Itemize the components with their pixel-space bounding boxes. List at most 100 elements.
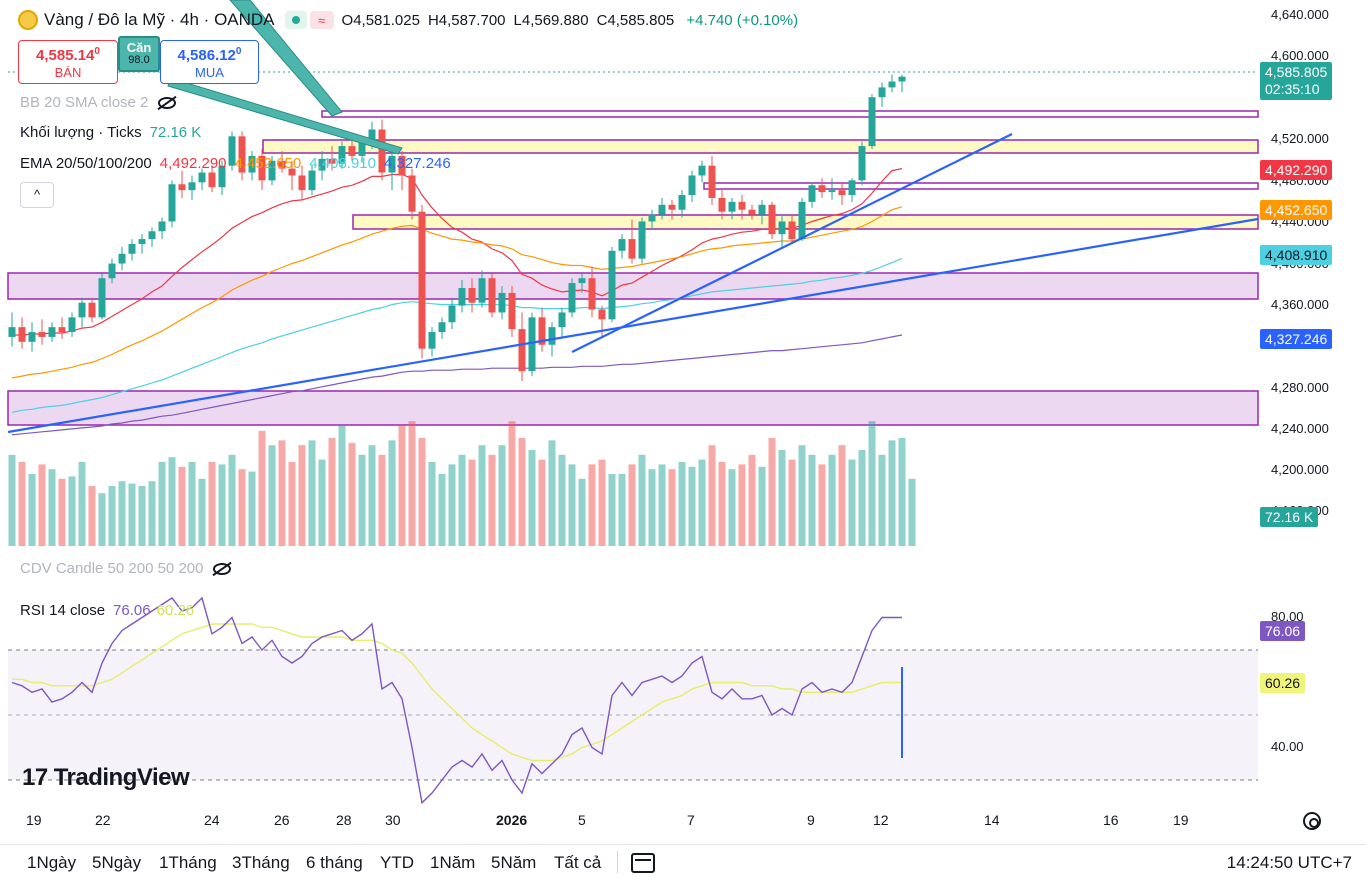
range-1d-button[interactable]: 1Ngày <box>27 853 77 872</box>
candle-body <box>588 278 596 310</box>
candle-body <box>78 302 86 318</box>
volume-bar <box>738 464 746 546</box>
volume-bar <box>828 454 836 546</box>
price-tick: 4,360.000 <box>1271 297 1329 312</box>
volume-bar <box>158 462 166 546</box>
candle-body <box>548 327 556 345</box>
volume-bar <box>348 442 356 546</box>
candle-body <box>708 165 716 198</box>
volume-bar <box>8 454 16 546</box>
ema50-legend-value: 4,452.650 <box>234 155 302 172</box>
range-ytd-button[interactable]: YTD <box>380 853 414 872</box>
volume-bar <box>658 464 666 546</box>
hidden-eye-icon[interactable] <box>213 562 232 575</box>
ema-legend-label: EMA 20/50/100/200 <box>20 155 152 172</box>
candle-body <box>48 327 56 337</box>
volume-bar <box>638 454 646 546</box>
gold-coin-icon <box>18 10 38 30</box>
candle-body <box>868 97 876 147</box>
volume-bar <box>268 445 276 546</box>
price-tick: 4,600.000 <box>1271 48 1329 63</box>
volume-bar <box>58 478 66 546</box>
sell-button[interactable]: 4,585.140 BÁN <box>18 40 118 84</box>
calendar-icon[interactable] <box>631 853 655 873</box>
range-6m-button[interactable]: 6 tháng <box>306 853 363 872</box>
volume-bar <box>368 445 376 546</box>
candle-body <box>898 76 906 82</box>
rsi-ma-legend-value: 60.26 <box>156 602 195 619</box>
volume-legend[interactable]: Khối lượng · Ticks 72.16 K <box>20 124 201 141</box>
candle-body <box>828 190 836 193</box>
time-tick: 19 <box>1173 812 1189 828</box>
candle-body <box>378 129 386 173</box>
volume-bar <box>448 464 456 546</box>
spread-label: Căn <box>126 40 152 55</box>
price-tick: 4,200.000 <box>1271 462 1329 477</box>
time-tick: 30 <box>385 812 401 828</box>
buy-button[interactable]: 4,586.120 MUA <box>160 40 259 84</box>
collapse-legend-button[interactable]: ^ <box>20 182 54 208</box>
range-1m-button[interactable]: 1Tháng <box>159 853 217 872</box>
chart-settings-icon[interactable] <box>1303 812 1321 830</box>
volume-bar <box>138 486 146 546</box>
volume-legend-label: Khối lượng · Ticks <box>20 124 142 141</box>
candle-body <box>288 168 296 176</box>
volume-bar <box>558 454 566 546</box>
candle-body <box>528 317 536 372</box>
volume-bar <box>608 474 616 546</box>
candle-body <box>658 204 666 215</box>
price-tick: 4,240.000 <box>1271 421 1329 436</box>
symbol-title[interactable]: Vàng / Đô la Mỹ · 4h · OANDA <box>44 10 275 29</box>
candle-body <box>688 175 696 196</box>
annotation-arrow[interactable] <box>229 0 343 117</box>
volume-bar <box>548 440 556 546</box>
range-3m-button[interactable]: 3Tháng <box>232 853 290 872</box>
volume-bar <box>618 474 626 546</box>
trendline-short[interactable] <box>571 133 1013 353</box>
volume-bar <box>428 462 436 546</box>
range-5d-button[interactable]: 5Ngày <box>92 853 142 872</box>
candle-body <box>168 184 176 222</box>
utc-clock[interactable]: 14:24:50 UTC+7 <box>1226 853 1352 872</box>
volume-bar <box>588 464 596 546</box>
resistance-zone-2 <box>321 110 1259 118</box>
range-1y-button[interactable]: 1Năm <box>430 853 476 872</box>
candle-body <box>188 182 196 191</box>
volume-bar <box>148 481 156 546</box>
market-open-icon[interactable] <box>284 11 307 29</box>
volume-bar <box>878 454 886 546</box>
rsi-ma-price-label: 60.26 <box>1260 673 1306 693</box>
ema200-legend-value: 4,327.246 <box>383 155 451 172</box>
supply-zone-mid <box>7 272 1259 300</box>
volume-bar <box>238 469 246 546</box>
volume-bar <box>498 445 506 546</box>
candle-body <box>138 239 146 244</box>
rsi-legend[interactable]: RSI 14 close 76.06 60.26 <box>20 602 194 619</box>
candle-body <box>38 332 46 337</box>
rsi-legend-value: 76.06 <box>113 602 151 619</box>
candle-body <box>368 129 376 142</box>
candle-body <box>788 221 796 240</box>
volume-bar <box>28 474 36 546</box>
volume-bar <box>908 478 916 546</box>
volume-bar <box>298 445 306 546</box>
volume-bar <box>358 454 366 546</box>
trendline-long[interactable] <box>7 217 1259 434</box>
volume-bar <box>388 440 396 546</box>
ema-legend[interactable]: EMA 20/50/100/200 4,492.290 4,452.650 4,… <box>20 155 451 172</box>
candle-body <box>408 175 416 212</box>
bb-legend[interactable]: BB 20 SMA close 2 <box>20 94 177 111</box>
cdv-legend[interactable]: CDV Candle 50 200 50 200 <box>20 560 232 577</box>
volume-bar <box>338 426 346 546</box>
volume-bar <box>328 438 336 546</box>
wave-icon[interactable]: ≈ <box>309 11 334 29</box>
range-all-button[interactable]: Tất cả <box>554 853 602 872</box>
hidden-eye-icon[interactable] <box>158 96 177 109</box>
buy-label: MUA <box>195 65 224 80</box>
time-tick: 9 <box>807 812 815 828</box>
rsi-legend-label: RSI 14 close <box>20 602 106 619</box>
candle-body <box>18 327 26 342</box>
range-5y-button[interactable]: 5Năm <box>491 853 537 872</box>
candle-body <box>798 201 806 240</box>
